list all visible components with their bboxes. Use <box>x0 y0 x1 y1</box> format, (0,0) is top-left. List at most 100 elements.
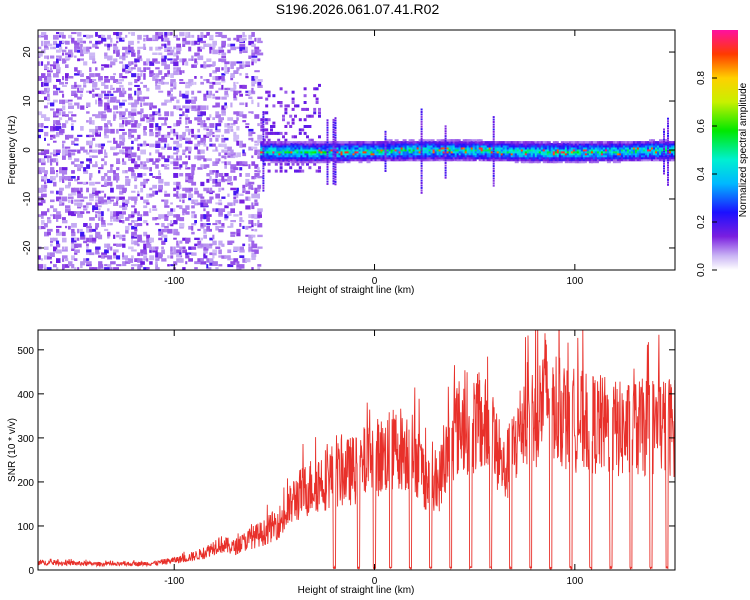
spectrogram-cell <box>140 164 145 169</box>
spectrogram-cell <box>191 181 197 186</box>
spectrogram-cell <box>89 120 92 125</box>
spectrogram-cell <box>212 40 217 46</box>
spectrogram-cell <box>274 131 278 135</box>
spectrogram-cell <box>209 90 213 96</box>
spectrogram-cell <box>212 61 216 66</box>
spectrogram-cell <box>386 143 391 146</box>
spectrogram-cell <box>191 58 194 61</box>
spectrogram-cell <box>167 228 173 234</box>
spectrogram-cell <box>221 196 226 199</box>
spectrogram-cell <box>149 152 152 156</box>
spectrogram-cell <box>134 258 140 262</box>
spectrogram-cell <box>119 32 123 35</box>
spectrogram-cell <box>95 252 100 255</box>
spectrogram-cell <box>221 55 226 58</box>
spectrogram-cell <box>245 181 252 186</box>
spectrogram-cell <box>146 143 149 146</box>
spectrogram-cell <box>215 193 220 199</box>
spectrogram-cell <box>194 143 201 147</box>
spectrogram-cell <box>143 43 146 48</box>
spectrogram-cell <box>89 34 94 38</box>
spectrogram-cell <box>143 67 147 73</box>
spectrogram-cell <box>140 161 143 165</box>
spectrogram-cell <box>59 170 63 174</box>
spectrogram-cell <box>257 220 260 225</box>
spectrogram-cell <box>200 181 205 187</box>
spectrogram-cell <box>530 141 535 144</box>
spectrogram-cell <box>227 181 231 185</box>
spectrogram-cell <box>173 249 179 254</box>
spectrogram-cell <box>119 102 125 106</box>
spectrogram-cell <box>185 205 190 210</box>
spectrogram-cell <box>209 49 212 54</box>
spectrogram-cell <box>315 87 319 91</box>
spectrogram-cell <box>146 240 150 245</box>
spectrogram-cell <box>128 128 132 132</box>
spectrogram-cell <box>203 249 208 254</box>
spectrogram-cell <box>95 99 98 105</box>
spectrogram-cell <box>227 211 232 216</box>
spectrogram-cell <box>444 166 447 169</box>
spectrogram-cell <box>242 143 247 148</box>
spectrogram-cell <box>227 176 232 181</box>
spectrogram-cell <box>420 152 423 155</box>
spectrogram-cell <box>53 264 57 268</box>
spectrogram-cell <box>215 134 220 138</box>
spectrogram-cell <box>248 220 252 225</box>
spectrogram-cell <box>77 211 83 217</box>
spectrogram-cell <box>116 128 119 134</box>
spectrogram-cell <box>80 264 83 269</box>
spectrogram-cell <box>384 167 387 170</box>
spectrogram-cell <box>104 52 108 57</box>
spectrogram-cell <box>254 176 257 180</box>
spectrogram-cell <box>131 211 137 215</box>
spectrogram-cell <box>137 67 142 72</box>
spectrogram-cell <box>203 187 209 192</box>
spectrogram-cell <box>194 64 197 68</box>
spectrogram-cell <box>56 173 59 178</box>
spectrogram-cell <box>182 208 187 213</box>
spectrogram-cell <box>41 90 46 95</box>
spectrogram-cell <box>560 141 565 144</box>
spectrogram-cell <box>248 55 252 59</box>
spectrogram-cell <box>324 158 329 162</box>
spectrogram-cell <box>218 228 224 233</box>
spectrogram-cell <box>221 223 225 227</box>
spectrogram-cell <box>140 187 144 193</box>
spectrogram-cell <box>161 164 168 167</box>
spectrogram-cell <box>176 252 181 258</box>
spectrogram-cell <box>224 205 229 209</box>
spectrogram-cell <box>322 160 327 164</box>
spectrogram-cell <box>179 114 183 117</box>
spectrogram-cell <box>95 199 101 202</box>
spectrogram-cell <box>212 208 215 212</box>
spectrogram-cell <box>71 152 76 156</box>
spectrogram-cell <box>326 129 329 132</box>
spectrogram-cell <box>143 173 147 176</box>
spectrogram-cell <box>134 240 139 246</box>
spectrogram-cell <box>41 193 47 198</box>
spectrogram-cell <box>270 125 273 128</box>
spectrogram-cell <box>149 46 153 51</box>
spectrogram-cell <box>236 264 240 268</box>
spectrogram-cell <box>257 176 264 179</box>
spectrogram-cell <box>191 64 197 68</box>
spectrogram-cell <box>89 134 94 138</box>
spectrogram-cell <box>185 237 191 243</box>
colorbar-tick-label: 0.0 <box>696 263 707 277</box>
spectrogram-cell <box>188 120 192 124</box>
spectrogram-cell <box>107 243 111 249</box>
spectrogram-cell <box>68 270 72 275</box>
spectrogram-cell <box>564 141 569 144</box>
spectrogram-cell <box>95 126 99 130</box>
spectrogram-cell <box>318 83 321 87</box>
spectrogram-cell <box>282 114 285 118</box>
spectrogram-cell <box>191 252 197 256</box>
spectrogram-cell <box>227 67 230 72</box>
spectrogram-cell <box>384 139 389 142</box>
spectrogram-cell <box>92 93 95 98</box>
spectrogram-cell <box>122 170 128 174</box>
spectrogram-cell <box>62 220 68 224</box>
